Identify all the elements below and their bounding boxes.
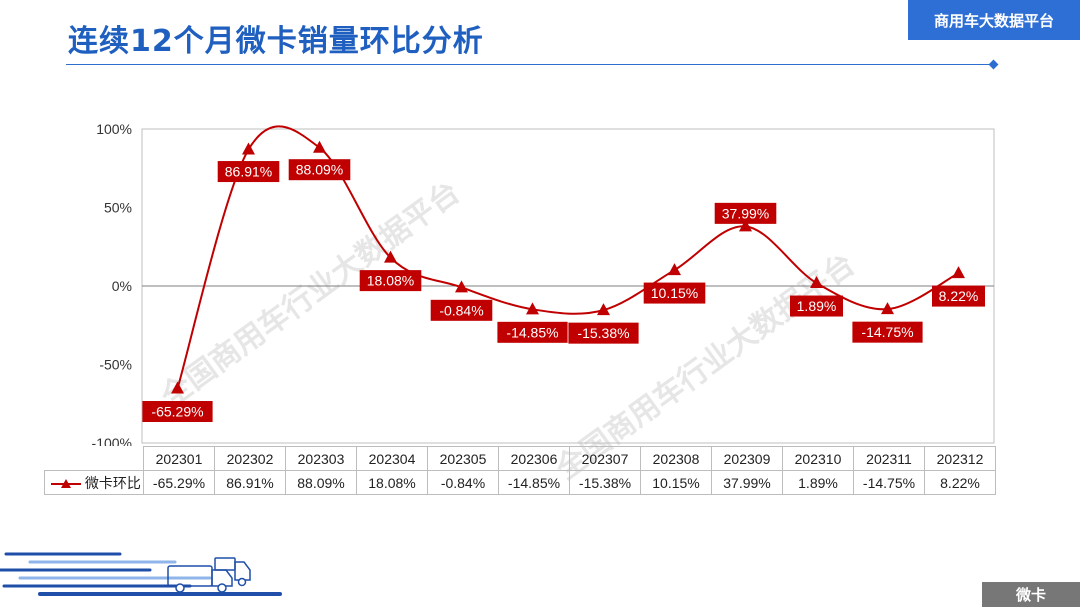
category-cell: 202301 — [143, 446, 215, 471]
data-label-text: 8.22% — [939, 288, 979, 304]
data-label: 88.09% — [288, 159, 351, 181]
data-point-marker — [668, 263, 681, 276]
value-cell: -0.84% — [427, 470, 499, 495]
data-label-box — [217, 161, 280, 183]
category-row: 202301 202302 202303 202304 202305 202306 2023… — [45, 446, 996, 471]
value-cell: -65.29% — [143, 470, 215, 495]
data-point-marker — [597, 303, 610, 316]
value-cell: 1.89% — [782, 470, 854, 495]
data-label-text: -14.85% — [506, 324, 558, 340]
value-cell: 86.91% — [214, 470, 286, 495]
data-point-marker — [881, 302, 894, 315]
data-label: -0.84% — [430, 299, 493, 321]
category-cell: 202312 — [924, 446, 996, 471]
data-label-text: -65.29% — [151, 404, 203, 420]
data-label: 8.22% — [932, 285, 985, 307]
data-point-marker — [952, 266, 965, 279]
data-label: -65.29% — [142, 401, 213, 423]
data-label-box — [714, 202, 777, 224]
data-label-text: -0.84% — [439, 302, 483, 318]
y-tick-label: -50% — [99, 357, 132, 373]
value-cell: 37.99% — [711, 470, 783, 495]
value-cell: 88.09% — [285, 470, 357, 495]
data-label-box — [288, 159, 351, 181]
page-title: 连续12个月微卡销量环比分析 — [68, 24, 484, 59]
data-point-marker — [455, 280, 468, 293]
data-label-box — [359, 270, 422, 292]
legend-marker-icon — [51, 478, 81, 488]
value-cell: -14.85% — [498, 470, 570, 495]
platform-badge: 商用车大数据平台 — [908, 0, 1080, 40]
data-label-text: -14.75% — [861, 324, 913, 340]
data-label-text: 86.91% — [225, 164, 272, 180]
y-tick-label: -100% — [92, 435, 132, 446]
value-row: 微卡环比 -65.29% 86.91% 88.09% 18.08% -0.84% -14.… — [44, 470, 996, 495]
data-point-marker — [242, 142, 255, 155]
value-cell: 10.15% — [640, 470, 712, 495]
category-cell: 202311 — [853, 446, 925, 471]
data-point-marker — [526, 302, 539, 315]
value-cell: -14.75% — [853, 470, 925, 495]
data-label: -14.75% — [852, 321, 923, 343]
data-label-text: 88.09% — [296, 162, 343, 178]
category-badge: 微卡 — [982, 582, 1080, 607]
data-label-box — [142, 401, 213, 423]
category-cell: 202302 — [214, 446, 286, 471]
value-cell: 18.08% — [356, 470, 428, 495]
data-point-marker — [739, 219, 752, 232]
data-label-box — [932, 285, 985, 307]
data-label-text: 10.15% — [651, 285, 698, 301]
data-label-box — [568, 322, 639, 344]
data-label: -15.38% — [568, 322, 639, 344]
value-cell: -15.38% — [569, 470, 641, 495]
data-label: 37.99% — [714, 202, 777, 224]
data-label-text: 1.89% — [797, 298, 837, 314]
data-label-box — [497, 321, 568, 343]
data-label-box — [790, 295, 843, 317]
category-cell: 202310 — [782, 446, 854, 471]
chart-data-table: 202301 202302 202303 202304 202305 202306 2023… — [44, 446, 996, 495]
y-tick-label: 0% — [112, 278, 132, 294]
value-cell: 8.22% — [924, 470, 996, 495]
table-corner — [45, 447, 144, 471]
data-label-box — [852, 321, 923, 343]
data-point-marker — [810, 276, 823, 289]
category-cell: 202307 — [569, 446, 641, 471]
category-cell: 202304 — [356, 446, 428, 471]
y-tick-label: 100% — [96, 121, 132, 137]
category-cell: 202305 — [427, 446, 499, 471]
title-divider — [66, 64, 996, 65]
data-point-marker — [313, 140, 326, 153]
category-cell: 202308 — [640, 446, 712, 471]
data-label-text: 18.08% — [367, 273, 414, 289]
category-cell: 202309 — [711, 446, 783, 471]
data-label: -14.85% — [497, 321, 568, 343]
data-label-text: -15.38% — [577, 325, 629, 341]
line-chart: 100% 50% 0% -50% -100% -65.29% 86.91% 88.09% 18… — [92, 121, 995, 446]
y-tick-label: 50% — [104, 200, 132, 216]
data-label: 1.89% — [790, 295, 843, 317]
data-point-marker — [171, 381, 184, 394]
legend-cell: 微卡环比 — [44, 470, 144, 495]
truck-illustration-icon — [0, 552, 282, 596]
data-label-box — [430, 299, 493, 321]
data-point-marker — [384, 250, 397, 263]
data-label: 18.08% — [359, 270, 422, 292]
category-cell: 202303 — [285, 446, 357, 471]
legend-label: 微卡环比 — [84, 474, 141, 491]
data-label-text: 37.99% — [722, 205, 769, 221]
data-label: 86.91% — [217, 161, 280, 183]
data-label-box — [643, 282, 706, 304]
category-cell: 202306 — [498, 446, 570, 471]
data-label: 10.15% — [643, 282, 706, 304]
